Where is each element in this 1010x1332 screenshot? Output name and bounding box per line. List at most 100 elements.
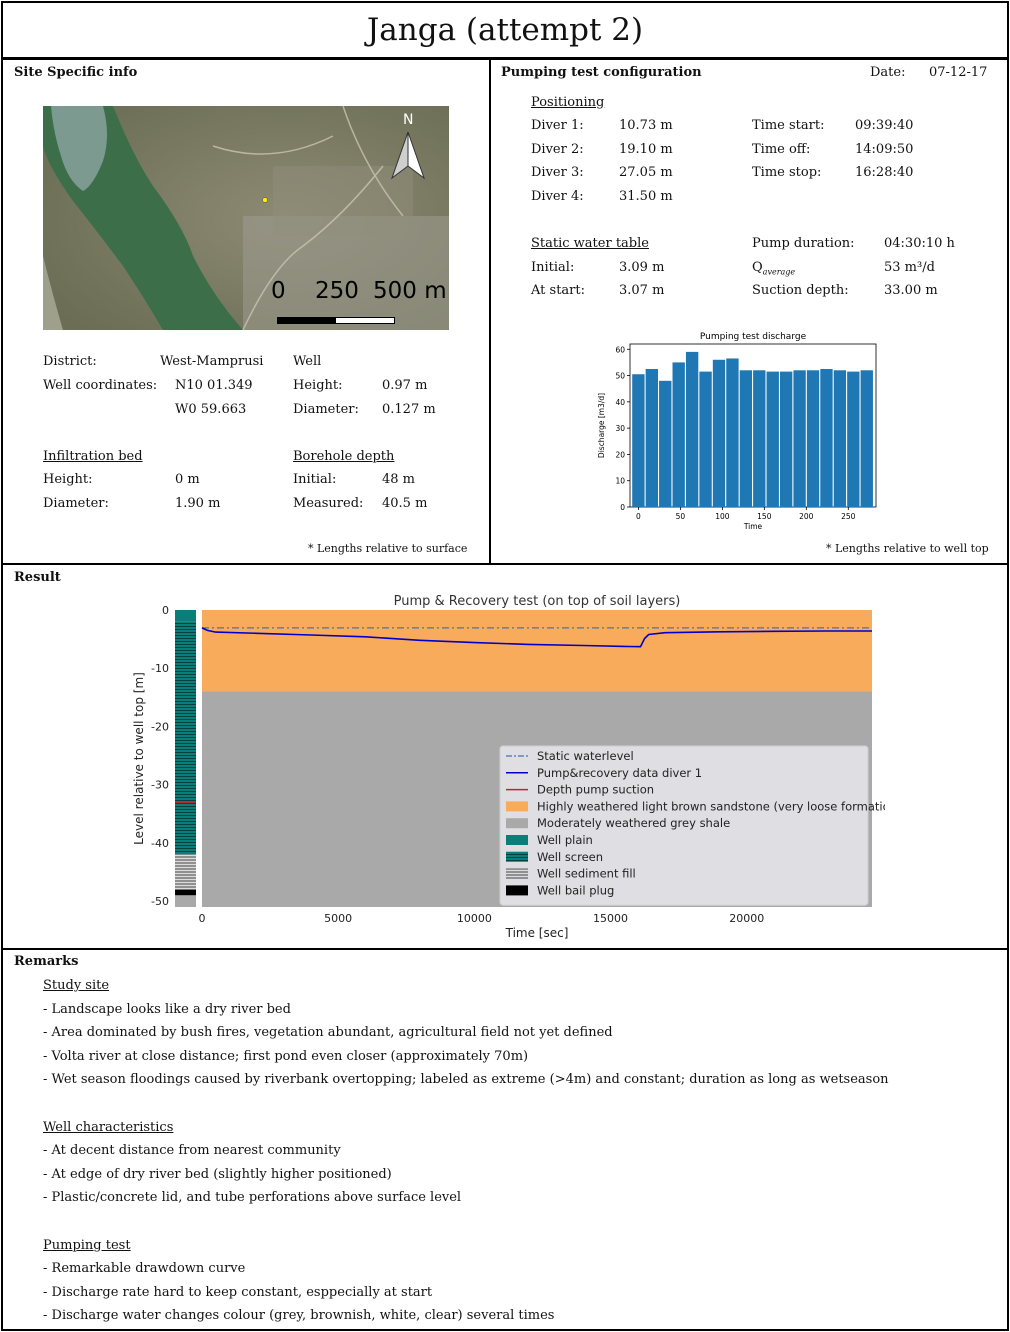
q-average-label: Qaverage	[752, 260, 795, 277]
well-diameter-value: 0.127 m	[382, 402, 436, 417]
legend-swatch-screen	[506, 851, 528, 862]
infiltration-heading: Infiltration bed	[43, 449, 143, 464]
legend-box	[499, 745, 869, 906]
district-value: West-Mamprusi	[160, 354, 264, 369]
bar-ytick-label: 40	[615, 398, 625, 407]
static-atstart-label: At start:	[531, 283, 585, 298]
scale-bar	[277, 317, 395, 324]
bar-4	[685, 351, 699, 507]
remarks-item: - Area dominated by bush fires, vegetati…	[43, 1025, 613, 1041]
line-ytick-label: -50	[151, 895, 169, 908]
bar-ylabel: Discharge [m3/d]	[597, 393, 606, 458]
date-value: 07-12-17	[929, 65, 988, 80]
diver-3-label: Diver 3:	[531, 165, 584, 180]
line-chart-title: Pump & Recovery test (on top of soil lay…	[394, 594, 681, 609]
time-stop-label: Time stop:	[752, 165, 822, 180]
bar-ytick-label: 20	[615, 450, 625, 459]
remarks-item: - Wet season floodings caused by riverba…	[43, 1072, 889, 1088]
duration-label: Pump duration:	[752, 236, 855, 251]
bar-12	[793, 370, 806, 507]
legend-label: Well sediment fill	[537, 867, 636, 881]
bar-15	[833, 370, 847, 507]
bar-xtick-label: 50	[676, 512, 686, 521]
bh-measured-value: 40.5 m	[382, 496, 428, 511]
legend-label: Well bail plug	[537, 883, 614, 897]
well-bailplug-segment	[175, 889, 196, 896]
bh-initial-value: 48 m	[382, 472, 416, 487]
coord-west: W0 59.663	[175, 402, 247, 417]
infil-height-label: Height:	[43, 472, 93, 487]
bar-ytick-label: 30	[615, 424, 625, 433]
bar-11	[779, 371, 793, 507]
diver-1-value: 10.73 m	[619, 118, 673, 133]
line-ytick-label: -30	[151, 779, 169, 792]
bar-1	[645, 368, 659, 507]
duration-value: 04:30:10 h	[884, 236, 955, 251]
line-ylabel: Level relative to well top [m]	[132, 672, 146, 845]
remarks-item: - At edge of dry river bed (slightly hig…	[43, 1166, 392, 1182]
bar-6	[712, 359, 726, 507]
static-initial-label: Initial:	[531, 260, 575, 275]
bh-measured-label: Measured:	[293, 496, 364, 511]
time-start-label: Time start:	[752, 118, 825, 133]
remarks-box	[1, 948, 1009, 1331]
line-ytick-label: -40	[151, 837, 169, 850]
remarks-item: - Discharge rate hard to keep constant, …	[43, 1284, 433, 1300]
bar-0	[632, 374, 645, 507]
bar-14	[820, 368, 833, 507]
q-subscript: average	[762, 267, 796, 277]
discharge-chart: Pumping test discharge 0 50 100 150 200 250 0 10…	[597, 332, 877, 531]
time-off-label: Time off:	[752, 142, 811, 157]
diver-2-label: Diver 2:	[531, 142, 584, 157]
legend-swatch-patch	[506, 835, 528, 845]
line-ytick-label: -10	[151, 662, 169, 675]
remarks-item: - Landscape looks like a dry river bed	[43, 1001, 291, 1017]
static-heading: Static water table	[531, 236, 649, 251]
remarks-section-title: Well characteristics	[43, 1119, 174, 1135]
legend-swatch-patch	[506, 885, 528, 896]
sandstone-layer	[202, 610, 872, 692]
time-stop-value: 16:28:40	[855, 165, 914, 180]
site-footnote: * Lengths relative to surface	[308, 542, 468, 555]
positioning-heading: Positioning	[531, 95, 605, 110]
scale-label-250: 250	[315, 278, 359, 304]
line-xtick-label: 20000	[729, 912, 764, 925]
bar-5	[699, 371, 712, 507]
site-map: N 0 250 500 m	[43, 106, 449, 330]
q-average-value: 53 m³/d	[884, 260, 935, 275]
line-ytick-label: -20	[151, 720, 169, 733]
static-initial-value: 3.09 m	[619, 260, 665, 275]
drawdown-series-line	[201, 627, 872, 648]
well-diameter-label: Diameter:	[293, 402, 359, 417]
remarks-item: - At decent distance from nearest commun…	[43, 1143, 341, 1159]
diver-2-value: 19.10 m	[619, 142, 673, 157]
well-plain-segment	[175, 610, 196, 622]
well-heading: Well	[293, 354, 322, 369]
page-title: Janga (attempt 2)	[366, 12, 644, 48]
pump-footnote: * Lengths relative to well top	[826, 542, 989, 555]
scale-label-0: 0	[271, 278, 286, 304]
infil-diameter-value: 1.90 m	[175, 496, 221, 511]
bar-xtick-label: 200	[799, 512, 814, 521]
pump-heading: Pumping test configuration	[501, 65, 702, 80]
satellite-image	[43, 106, 449, 330]
bar-xtick-label: 150	[757, 512, 772, 521]
time-off-value: 14:09:50	[855, 142, 914, 157]
diver-4-label: Diver 4:	[531, 189, 584, 204]
legend-label: Pump&recovery data diver 1	[537, 766, 702, 780]
remarks-item: - Volta river at close distance; first p…	[43, 1048, 529, 1064]
legend-label: Well plain	[537, 833, 593, 847]
coords-label: Well coordinates:	[43, 378, 158, 393]
bar-10	[766, 371, 779, 507]
bar-8	[739, 370, 753, 507]
district-label: District:	[43, 354, 97, 369]
line-xtick-label: 10000	[457, 912, 492, 925]
date-label: Date:	[870, 65, 906, 80]
remarks-section-title: Pumping test	[43, 1237, 131, 1253]
diver-1-label: Diver 1:	[531, 118, 584, 133]
bar-16	[847, 371, 860, 507]
remarks-heading: Remarks	[14, 954, 79, 969]
bar-9	[753, 370, 766, 507]
legend-swatch-patch	[506, 801, 528, 812]
bar-xtick-label: 0	[636, 512, 641, 521]
